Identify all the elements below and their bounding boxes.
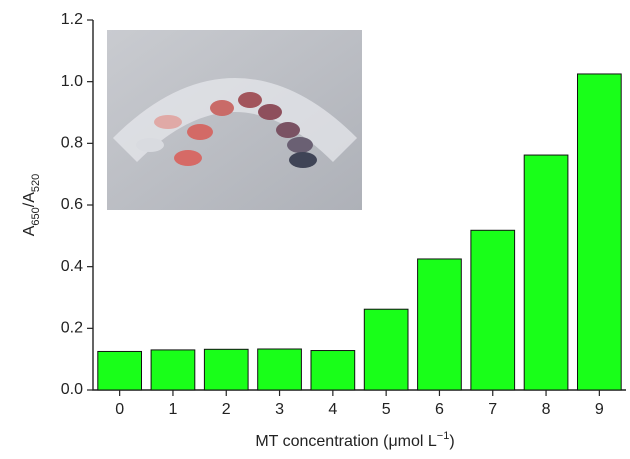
bar — [417, 258, 462, 391]
y-axis-label: A650/A520 — [21, 174, 42, 237]
xlabel-part: −1 — [437, 430, 450, 442]
ylabel-part: 650 — [30, 207, 42, 225]
bar — [97, 350, 143, 391]
x-tick-label: 8 — [542, 401, 551, 418]
ylabel-part: A — [21, 225, 38, 236]
x-tick-label: 6 — [435, 401, 444, 418]
x-axis-label: MT concentration (μmol L−1) — [255, 430, 454, 450]
x-tick-label: 4 — [328, 401, 337, 418]
bar — [470, 229, 516, 391]
ylabel-part: /A — [21, 192, 38, 207]
bar — [257, 348, 302, 391]
x-tick-label: 7 — [488, 401, 497, 418]
x-tick-label: 5 — [382, 401, 391, 418]
x-tick-label: 2 — [222, 401, 231, 418]
bar — [576, 73, 622, 391]
y-tick-label: 0.6 — [61, 196, 83, 213]
x-tick-label: 3 — [275, 401, 284, 418]
y-tick-label: 0.0 — [61, 381, 83, 398]
bar — [523, 154, 569, 391]
x-tick-label: 9 — [595, 401, 604, 418]
inset-photo — [107, 30, 362, 210]
y-tick-label: 0.2 — [61, 320, 83, 337]
bar — [363, 308, 409, 391]
xlabel-part: ) — [449, 433, 454, 450]
xlabel-part: MT concentration (μmol L — [255, 433, 437, 450]
x-tick-label: 1 — [168, 401, 177, 418]
x-tick-label: 0 — [115, 401, 124, 418]
y-tick-label: 0.8 — [61, 135, 83, 152]
y-tick-label: 1.0 — [61, 73, 83, 90]
bar — [310, 350, 356, 391]
y-tick-label: 0.4 — [61, 258, 83, 275]
ylabel-part: 520 — [30, 174, 42, 192]
bar — [203, 348, 249, 391]
y-tick-label: 1.2 — [61, 11, 83, 28]
bar — [150, 349, 196, 391]
